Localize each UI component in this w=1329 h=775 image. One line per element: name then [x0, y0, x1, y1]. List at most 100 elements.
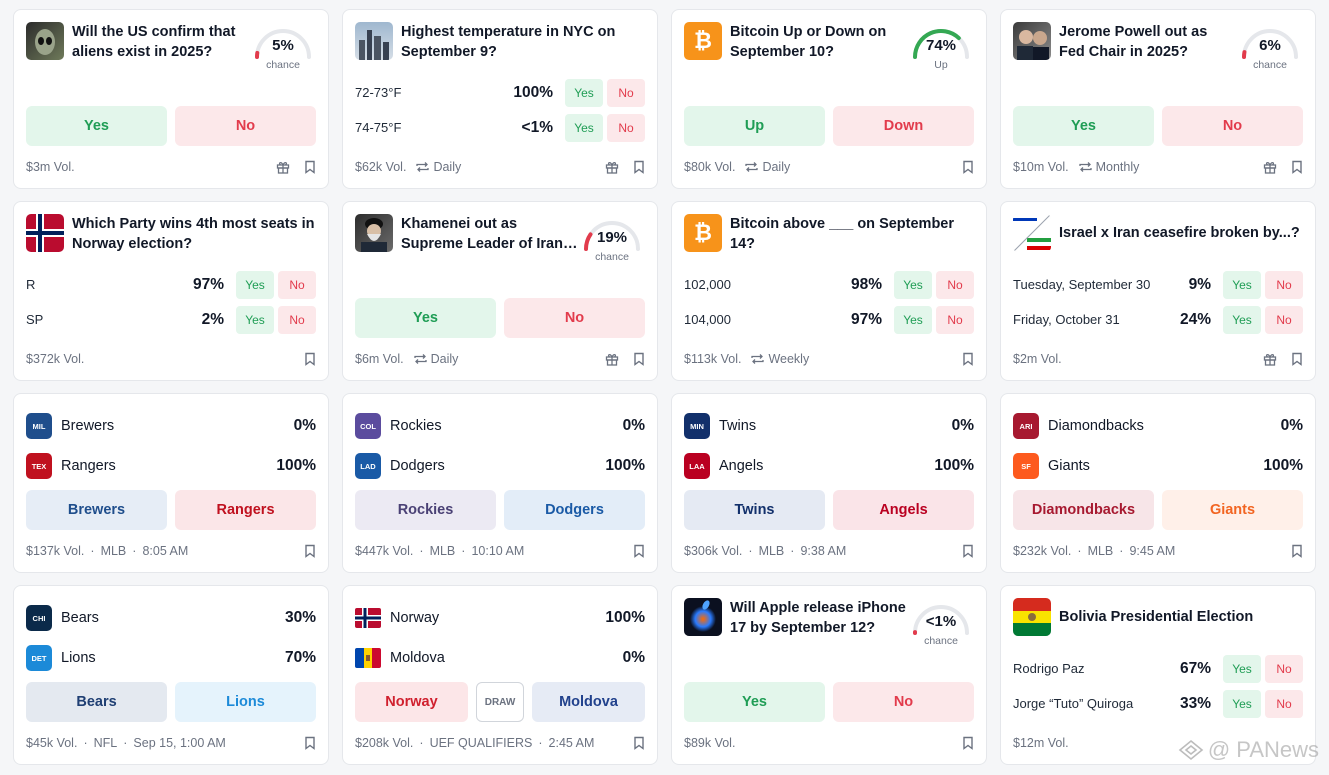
- market-card[interactable]: Will the US confirm that aliens exist in…: [13, 9, 329, 189]
- buy-team-button[interactable]: Diamondbacks: [1013, 490, 1154, 530]
- game-card[interactable]: CHI Bears 30% DET Lions 70% Bears Lions $45k…: [13, 585, 329, 765]
- bookmark-icon[interactable]: [633, 160, 645, 174]
- gift-icon[interactable]: [605, 352, 619, 366]
- market-card[interactable]: Khamenei out as Supreme Leader of Iran i…: [342, 201, 658, 381]
- team-row[interactable]: Norway 100%: [355, 598, 645, 638]
- buy-no-button[interactable]: No: [1265, 654, 1303, 683]
- game-card[interactable]: Norway 100% Moldova 0% Norway DRAW Moldova…: [342, 585, 658, 765]
- buy-no-button[interactable]: No: [1162, 106, 1303, 146]
- buy-yes-button[interactable]: Yes: [565, 113, 603, 142]
- buy-team-button[interactable]: Dodgers: [504, 490, 645, 530]
- buy-yes-button[interactable]: Yes: [565, 78, 603, 107]
- bookmark-icon[interactable]: [962, 160, 974, 174]
- buy-team-button[interactable]: Rangers: [175, 490, 316, 530]
- buy-yes-button[interactable]: Yes: [1223, 654, 1261, 683]
- market-title[interactable]: Khamenei out as Supreme Leader of Iran i…: [401, 216, 563, 252]
- buy-team-button[interactable]: Angels: [833, 490, 974, 530]
- buy-team-button[interactable]: Bears: [26, 682, 167, 722]
- buy-no-button[interactable]: No: [1265, 689, 1303, 718]
- market-title[interactable]: Will the US confirm that aliens exist in…: [72, 24, 236, 60]
- team-row[interactable]: CHI Bears 30%: [26, 598, 316, 638]
- bookmark-icon[interactable]: [633, 736, 645, 750]
- buy-yes-button[interactable]: Yes: [894, 270, 932, 299]
- market-title[interactable]: Will Apple release iPhone 17 by Septembe…: [730, 600, 906, 636]
- buy-team-button[interactable]: Brewers: [26, 490, 167, 530]
- buy-no-button[interactable]: No: [504, 298, 645, 338]
- buy-down-button[interactable]: Down: [833, 106, 974, 146]
- team-row[interactable]: COL Rockies 0%: [355, 406, 645, 446]
- market-card[interactable]: Israel x Iran ceasefire broken by...? Tu…: [1000, 201, 1316, 381]
- buy-yes-button[interactable]: Yes: [355, 298, 496, 338]
- outcome-row[interactable]: R 97% Yes No: [26, 267, 316, 302]
- market-title[interactable]: Jerome Powell out as Fed Chair in 2025?: [1059, 24, 1208, 60]
- market-title[interactable]: Bitcoin Up or Down on September 10?: [730, 24, 887, 60]
- team-row[interactable]: TEX Rangers 100%: [26, 446, 316, 486]
- buy-draw-button[interactable]: DRAW: [476, 682, 524, 722]
- buy-team-button[interactable]: Rockies: [355, 490, 496, 530]
- buy-up-button[interactable]: Up: [684, 106, 825, 146]
- bookmark-icon[interactable]: [962, 736, 974, 750]
- game-card[interactable]: COL Rockies 0% LAD Dodgers 100% Rockies Dodg…: [342, 393, 658, 573]
- team-row[interactable]: ARI Diamondbacks 0%: [1013, 406, 1303, 446]
- buy-no-button[interactable]: No: [607, 78, 645, 107]
- game-card[interactable]: ARI Diamondbacks 0% SF Giants 100% Diamondba…: [1000, 393, 1316, 573]
- buy-yes-button[interactable]: Yes: [236, 270, 274, 299]
- outcome-row[interactable]: Friday, October 31 24% Yes No: [1013, 302, 1303, 337]
- bookmark-icon[interactable]: [304, 544, 316, 558]
- outcome-row[interactable]: 74-75°F <1% Yes No: [355, 110, 645, 145]
- buy-team-button[interactable]: Lions: [175, 682, 316, 722]
- team-row[interactable]: LAD Dodgers 100%: [355, 446, 645, 486]
- outcome-row[interactable]: 102,000 98% Yes No: [684, 267, 974, 302]
- buy-team-button[interactable]: Twins: [684, 490, 825, 530]
- buy-no-button[interactable]: No: [1265, 270, 1303, 299]
- bookmark-icon[interactable]: [304, 736, 316, 750]
- outcome-row[interactable]: SP 2% Yes No: [26, 302, 316, 337]
- team-row[interactable]: MIL Brewers 0%: [26, 406, 316, 446]
- team-row[interactable]: MIN Twins 0%: [684, 406, 974, 446]
- game-card[interactable]: MIN Twins 0% LAA Angels 100% Twins Angels $3…: [671, 393, 987, 573]
- market-card[interactable]: Jerome Powell out as Fed Chair in 2025? …: [1000, 9, 1316, 189]
- market-title[interactable]: Israel x Iran ceasefire broken by...?: [1059, 225, 1300, 241]
- outcome-row[interactable]: Jorge “Tuto” Quiroga 33% Yes No: [1013, 686, 1303, 721]
- bookmark-icon[interactable]: [633, 544, 645, 558]
- team-row[interactable]: DET Lions 70%: [26, 638, 316, 678]
- gift-icon[interactable]: [605, 160, 619, 174]
- bookmark-icon[interactable]: [1291, 160, 1303, 174]
- market-card[interactable]: Will Apple release iPhone 17 by Septembe…: [671, 585, 987, 765]
- buy-yes-button[interactable]: Yes: [1223, 305, 1261, 334]
- buy-team-button[interactable]: Moldova: [532, 682, 645, 722]
- gift-icon[interactable]: [1263, 352, 1277, 366]
- market-card[interactable]: Bolivia Presidential Election Rodrigo Pa…: [1000, 585, 1316, 765]
- market-card[interactable]: Highest temperature in NYC on September …: [342, 9, 658, 189]
- market-title[interactable]: Which Party wins 4th most seats in Norwa…: [72, 216, 315, 252]
- bookmark-icon[interactable]: [304, 352, 316, 366]
- gift-icon[interactable]: [1263, 160, 1277, 174]
- buy-yes-button[interactable]: Yes: [894, 305, 932, 334]
- buy-yes-button[interactable]: Yes: [1013, 106, 1154, 146]
- buy-no-button[interactable]: No: [1265, 305, 1303, 334]
- buy-no-button[interactable]: No: [936, 305, 974, 334]
- buy-yes-button[interactable]: Yes: [26, 106, 167, 146]
- buy-yes-button[interactable]: Yes: [236, 305, 274, 334]
- buy-team-button[interactable]: Norway: [355, 682, 468, 722]
- bookmark-icon[interactable]: [1291, 544, 1303, 558]
- outcome-row[interactable]: Tuesday, September 30 9% Yes No: [1013, 267, 1303, 302]
- bookmark-icon[interactable]: [962, 544, 974, 558]
- bookmark-icon[interactable]: [1291, 352, 1303, 366]
- buy-no-button[interactable]: No: [175, 106, 316, 146]
- market-title[interactable]: Bitcoin above ___ on September 14?: [730, 216, 955, 252]
- buy-yes-button[interactable]: Yes: [1223, 689, 1261, 718]
- bookmark-icon[interactable]: [962, 352, 974, 366]
- buy-team-button[interactable]: Giants: [1162, 490, 1303, 530]
- team-row[interactable]: LAA Angels 100%: [684, 446, 974, 486]
- buy-no-button[interactable]: No: [936, 270, 974, 299]
- buy-no-button[interactable]: No: [278, 305, 316, 334]
- market-title[interactable]: Bolivia Presidential Election: [1059, 609, 1254, 625]
- outcome-row[interactable]: Rodrigo Paz 67% Yes No: [1013, 651, 1303, 686]
- bookmark-icon[interactable]: [633, 352, 645, 366]
- buy-no-button[interactable]: No: [607, 113, 645, 142]
- team-row[interactable]: Moldova 0%: [355, 638, 645, 678]
- market-card[interactable]: ₿ Bitcoin above ___ on September 14? 102…: [671, 201, 987, 381]
- buy-no-button[interactable]: No: [278, 270, 316, 299]
- outcome-row[interactable]: 104,000 97% Yes No: [684, 302, 974, 337]
